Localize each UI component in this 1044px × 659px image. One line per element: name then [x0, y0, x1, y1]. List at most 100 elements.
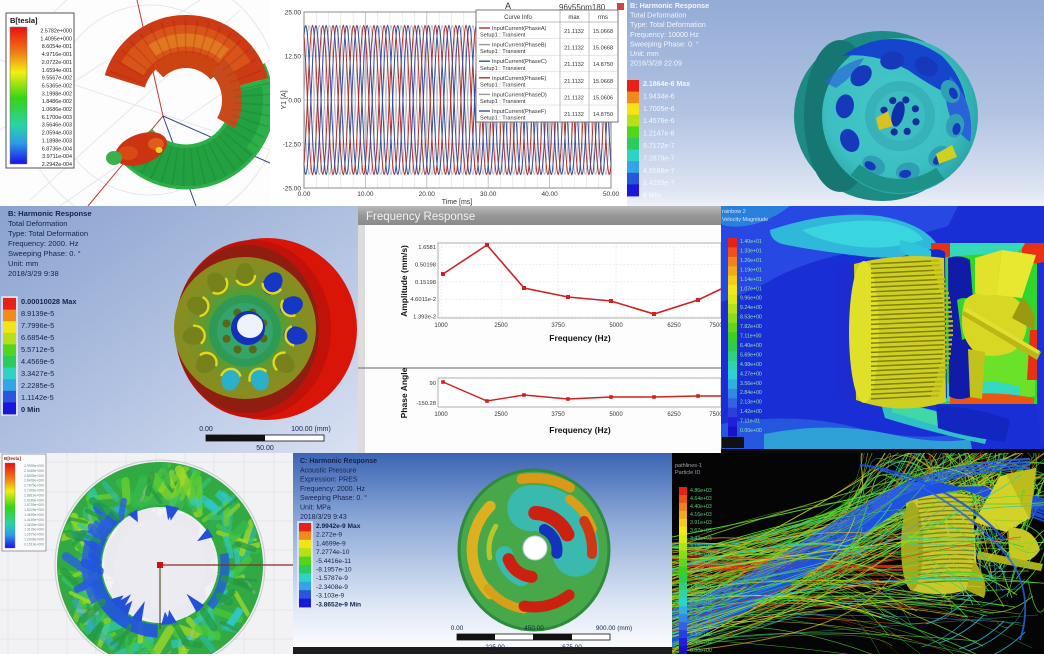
svg-text:Total Deformation: Total Deformation — [8, 219, 68, 228]
svg-text:100.00 (mm): 100.00 (mm) — [291, 426, 331, 433]
svg-text:9.96e+00: 9.96e+00 — [740, 296, 762, 302]
svg-text:2.69e+03: 2.69e+03 — [690, 560, 712, 566]
svg-text:4.86e+03: 4.86e+03 — [690, 488, 712, 494]
svg-text:1.8486e-002: 1.8486e-002 — [42, 99, 72, 105]
svg-text:1.4699e+000: 1.4699e+000 — [24, 513, 44, 517]
svg-text:2.13e+00: 2.13e+00 — [740, 400, 762, 406]
svg-text:4.16e+03: 4.16e+03 — [690, 512, 712, 518]
svg-text:-5.4416e-11: -5.4416e-11 — [316, 558, 351, 565]
svg-text:20.00: 20.00 — [419, 191, 436, 198]
svg-text:-12.50: -12.50 — [283, 142, 302, 149]
svg-text:rms: rms — [598, 15, 608, 21]
svg-text:Sweeping Phase: 0. °: Sweeping Phase: 0. ° — [630, 39, 699, 48]
svg-text:1.4576e-6: 1.4576e-6 — [643, 118, 675, 125]
svg-text:30.00: 30.00 — [480, 191, 497, 198]
svg-text:C: Harmonic Response: C: Harmonic Response — [300, 458, 377, 465]
svg-text:9.5567e-002: 9.5567e-002 — [42, 76, 72, 82]
svg-text:1.2049e+000: 1.2049e+000 — [24, 538, 44, 542]
svg-text:0.50198: 0.50198 — [415, 262, 436, 268]
svg-text:4.90e+02: 4.90e+02 — [690, 632, 712, 638]
svg-text:2.94e+03: 2.94e+03 — [690, 552, 712, 558]
svg-text:1.2579e+000: 1.2579e+000 — [24, 533, 44, 537]
svg-text:Frequency (Hz): Frequency (Hz) — [549, 333, 611, 343]
svg-text:3.5646e-003: 3.5646e-003 — [42, 123, 72, 129]
svg-text:0 Min: 0 Min — [643, 193, 661, 200]
svg-text:1.9434e-6: 1.9434e-6 — [643, 93, 675, 100]
svg-text:3750: 3750 — [551, 323, 565, 329]
svg-text:Particle ID: Particle ID — [675, 470, 700, 476]
svg-text:1.4169e+000: 1.4169e+000 — [24, 518, 44, 522]
svg-text:3.3427e-5: 3.3427e-5 — [21, 369, 54, 378]
svg-text:1.1142e-5: 1.1142e-5 — [21, 393, 54, 402]
svg-text:5.5712e-5: 5.5712e-5 — [21, 345, 54, 354]
svg-text:2.45e+02: 2.45e+02 — [690, 640, 712, 646]
svg-text:1.393e-2: 1.393e-2 — [413, 315, 436, 321]
svg-text:Setup1 : Transient: Setup1 : Transient — [480, 116, 526, 122]
svg-text:2.7879e+000: 2.7879e+000 — [24, 484, 44, 488]
svg-text:5000: 5000 — [609, 412, 623, 418]
svg-text:7.82e+00: 7.82e+00 — [740, 324, 762, 330]
svg-text:-3.8652e-9 Min: -3.8652e-9 Min — [316, 601, 361, 608]
svg-text:1.4095e+000: 1.4095e+000 — [40, 36, 72, 42]
svg-text:0.00: 0.00 — [288, 98, 301, 105]
svg-text:4.9716e-001: 4.9716e-001 — [42, 52, 72, 58]
svg-text:15.0606: 15.0606 — [593, 95, 613, 101]
svg-text:1.2147e-6: 1.2147e-6 — [643, 131, 675, 138]
svg-text:2018/3/29 9:43: 2018/3/29 9:43 — [300, 514, 347, 521]
svg-text:2.272e-9: 2.272e-9 — [316, 532, 342, 539]
svg-text:InputCurrent(PhaseC): InputCurrent(PhaseC) — [492, 59, 547, 65]
svg-text:9.24e+00: 9.24e+00 — [740, 305, 762, 311]
svg-text:1.5759e+000: 1.5759e+000 — [24, 503, 44, 507]
svg-text:5000: 5000 — [609, 323, 623, 329]
svg-text:1000: 1000 — [434, 323, 448, 329]
svg-text:1.3639e+000: 1.3639e+000 — [24, 523, 44, 527]
svg-text:2.2942e-004: 2.2942e-004 — [42, 162, 72, 168]
svg-text:1.71e+03: 1.71e+03 — [690, 592, 712, 598]
svg-text:Y1 [A]: Y1 [A] — [281, 90, 288, 109]
svg-text:2018/3/29 9:38: 2018/3/29 9:38 — [8, 269, 59, 278]
svg-text:Curve Info: Curve Info — [504, 15, 532, 21]
svg-text:Sweeping Phase: 0. °: Sweeping Phase: 0. ° — [300, 494, 367, 502]
svg-text:6.40e+00: 6.40e+00 — [740, 343, 762, 349]
svg-text:1.0686e-002: 1.0686e-002 — [42, 107, 72, 113]
svg-text:Frequency Response: Frequency Response — [366, 211, 475, 223]
svg-text:0.00010028 Max: 0.00010028 Max — [21, 297, 77, 306]
svg-text:5.5365e-002: 5.5365e-002 — [42, 83, 72, 89]
svg-text:2.1864e-6 Max: 2.1864e-6 Max — [643, 81, 690, 88]
svg-text:4.4569e-5: 4.4569e-5 — [21, 357, 54, 366]
svg-text:21.1132: 21.1132 — [564, 95, 584, 101]
svg-text:2.9942e-9 Max: 2.9942e-9 Max — [316, 523, 361, 530]
svg-text:4.6011e-2: 4.6011e-2 — [410, 297, 436, 303]
svg-text:2.9469e+000: 2.9469e+000 — [24, 469, 44, 473]
svg-text:rainbow 2: rainbow 2 — [722, 209, 746, 215]
svg-text:-2.3408e-9: -2.3408e-9 — [316, 584, 348, 591]
svg-text:Sweeping Phase: 0. °: Sweeping Phase: 0. ° — [8, 249, 81, 258]
svg-text:1.4699e-9: 1.4699e-9 — [316, 540, 346, 547]
svg-text:-8.1957e-10: -8.1957e-10 — [316, 567, 352, 574]
svg-text:0 Min: 0 Min — [21, 405, 40, 414]
svg-text:3.91e+03: 3.91e+03 — [690, 520, 712, 526]
svg-text:8.6054e-001: 8.6054e-001 — [42, 44, 72, 50]
svg-text:2.2285e-5: 2.2285e-5 — [21, 381, 54, 390]
svg-text:1.07e+01: 1.07e+01 — [740, 286, 762, 292]
svg-text:1.26e+01: 1.26e+01 — [740, 258, 762, 264]
svg-text:7.2774e-10: 7.2774e-10 — [316, 549, 350, 556]
svg-text:Acoustic Pressure: Acoustic Pressure — [300, 467, 357, 474]
svg-text:2.84e+00: 2.84e+00 — [740, 390, 762, 396]
svg-text:3.18e+03: 3.18e+03 — [690, 544, 712, 550]
svg-text:4.27e+00: 4.27e+00 — [740, 371, 762, 377]
svg-text:90: 90 — [430, 381, 436, 387]
svg-text:pathlines-1: pathlines-1 — [675, 463, 702, 469]
svg-text:40.00: 40.00 — [541, 191, 558, 198]
svg-text:Unit: mm: Unit: mm — [8, 259, 38, 268]
svg-text:Total Deformation: Total Deformation — [630, 11, 686, 20]
svg-text:1.5229e+000: 1.5229e+000 — [24, 508, 44, 512]
svg-text:6.8736e-004: 6.8736e-004 — [42, 146, 72, 152]
svg-text:B[tesla]: B[tesla] — [4, 456, 21, 461]
svg-text:2.6819e+000: 2.6819e+000 — [24, 493, 44, 497]
svg-text:1.22e+03: 1.22e+03 — [690, 608, 712, 614]
svg-text:15.0668: 15.0668 — [593, 29, 613, 35]
svg-text:7.11e-01: 7.11e-01 — [740, 419, 760, 425]
svg-text:Frequency: 2000. Hz: Frequency: 2000. Hz — [300, 486, 365, 493]
svg-text:Setup1 : Transient: Setup1 : Transient — [480, 82, 526, 88]
